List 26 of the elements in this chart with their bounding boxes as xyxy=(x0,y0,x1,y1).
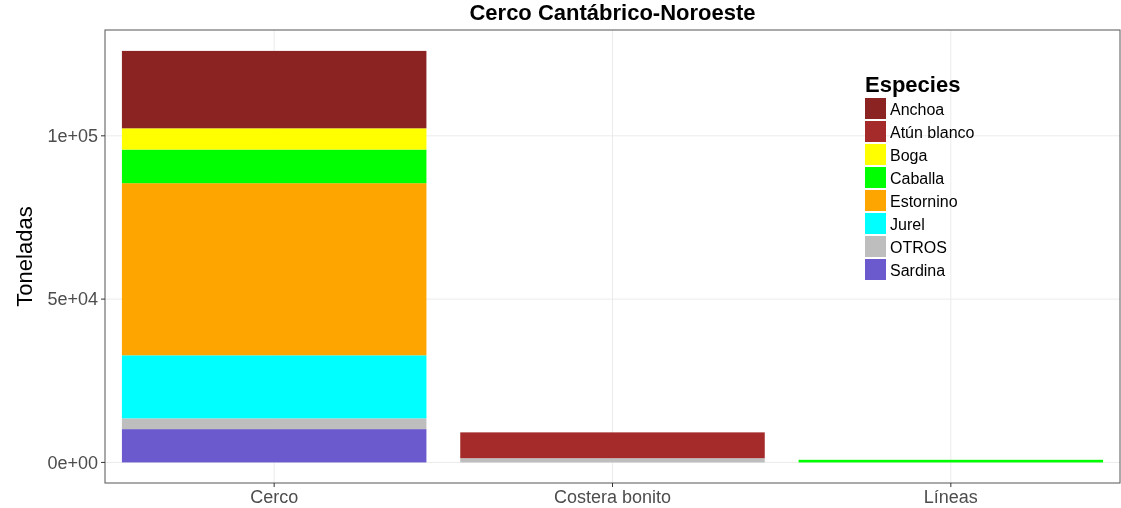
bar xyxy=(121,50,427,129)
legend-label: Boga xyxy=(890,146,928,164)
legend-label: OTROS xyxy=(890,238,947,256)
bar xyxy=(121,183,427,356)
bar xyxy=(121,418,427,430)
bar xyxy=(121,429,427,463)
bar xyxy=(121,128,427,150)
legend-label: Caballa xyxy=(890,169,945,187)
legend-label: Atún blanco xyxy=(890,123,975,141)
legend-title: Especies xyxy=(865,72,961,97)
y-tick-label: 5e+04 xyxy=(47,289,98,310)
y-tick-label: 1e+05 xyxy=(47,126,98,147)
legend-label: Jurel xyxy=(890,215,925,233)
bar xyxy=(460,432,765,459)
legend-label: Sardina xyxy=(890,261,946,279)
chart-title: Cerco Cantábrico-Noroeste xyxy=(469,0,756,25)
legend-label: Anchoa xyxy=(890,100,945,118)
y-tick-label: 0e+00 xyxy=(47,452,98,473)
legend-label: Estornino xyxy=(890,192,958,210)
bar xyxy=(121,149,427,184)
x-tick-label: Cerco xyxy=(250,487,299,507)
x-tick-label: Líneas xyxy=(923,487,978,507)
x-tick-label: Costera bonito xyxy=(553,487,672,507)
bar xyxy=(121,355,427,419)
bar xyxy=(460,458,765,463)
y-axis-title: Toneladas xyxy=(12,206,37,307)
